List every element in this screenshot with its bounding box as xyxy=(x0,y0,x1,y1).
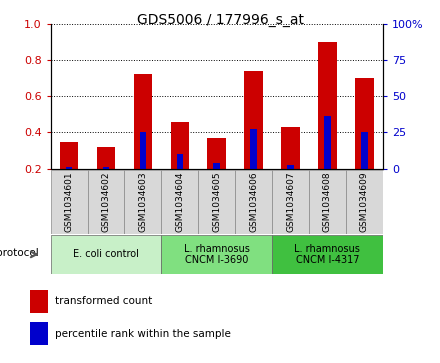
Bar xyxy=(309,170,346,234)
Bar xyxy=(346,170,383,234)
Text: GSM1034603: GSM1034603 xyxy=(138,171,147,232)
Bar xyxy=(324,116,331,169)
Text: GSM1034604: GSM1034604 xyxy=(175,172,184,232)
Text: GSM1034609: GSM1034609 xyxy=(360,171,369,232)
Text: GSM1034605: GSM1034605 xyxy=(212,171,221,232)
Bar xyxy=(244,71,263,169)
Text: E. coli control: E. coli control xyxy=(73,249,139,260)
Bar xyxy=(355,78,374,169)
Bar xyxy=(30,290,48,313)
Bar xyxy=(161,235,272,274)
Text: GDS5006 / 177996_s_at: GDS5006 / 177996_s_at xyxy=(136,13,304,27)
Bar xyxy=(250,129,257,169)
Bar xyxy=(171,122,189,169)
Bar xyxy=(103,167,109,169)
Bar xyxy=(51,235,161,274)
Bar xyxy=(66,167,72,169)
Text: transformed count: transformed count xyxy=(55,297,153,306)
Bar xyxy=(281,127,300,169)
Text: GSM1034607: GSM1034607 xyxy=(286,171,295,232)
Bar xyxy=(176,154,183,169)
Bar xyxy=(139,132,146,169)
Text: percentile rank within the sample: percentile rank within the sample xyxy=(55,329,231,339)
Text: GSM1034602: GSM1034602 xyxy=(102,172,110,232)
Text: L. rhamnosus
CNCM I-4317: L. rhamnosus CNCM I-4317 xyxy=(294,244,360,265)
Bar xyxy=(208,138,226,169)
Bar xyxy=(198,170,235,234)
Bar xyxy=(161,170,198,234)
Bar xyxy=(88,170,125,234)
Bar xyxy=(272,235,383,274)
Bar xyxy=(97,147,115,169)
Bar xyxy=(318,42,337,169)
Text: GSM1034601: GSM1034601 xyxy=(65,171,73,232)
Bar xyxy=(30,322,48,345)
Bar xyxy=(134,74,152,169)
Text: GSM1034606: GSM1034606 xyxy=(249,171,258,232)
Bar xyxy=(51,170,88,234)
Bar xyxy=(361,132,367,169)
Bar xyxy=(213,163,220,169)
Bar xyxy=(235,170,272,234)
Bar xyxy=(125,170,161,234)
Text: protocol: protocol xyxy=(0,248,39,257)
Bar xyxy=(287,165,294,169)
Bar xyxy=(272,170,309,234)
Text: L. rhamnosus
CNCM I-3690: L. rhamnosus CNCM I-3690 xyxy=(184,244,249,265)
Text: GSM1034608: GSM1034608 xyxy=(323,171,332,232)
Bar xyxy=(60,142,78,169)
